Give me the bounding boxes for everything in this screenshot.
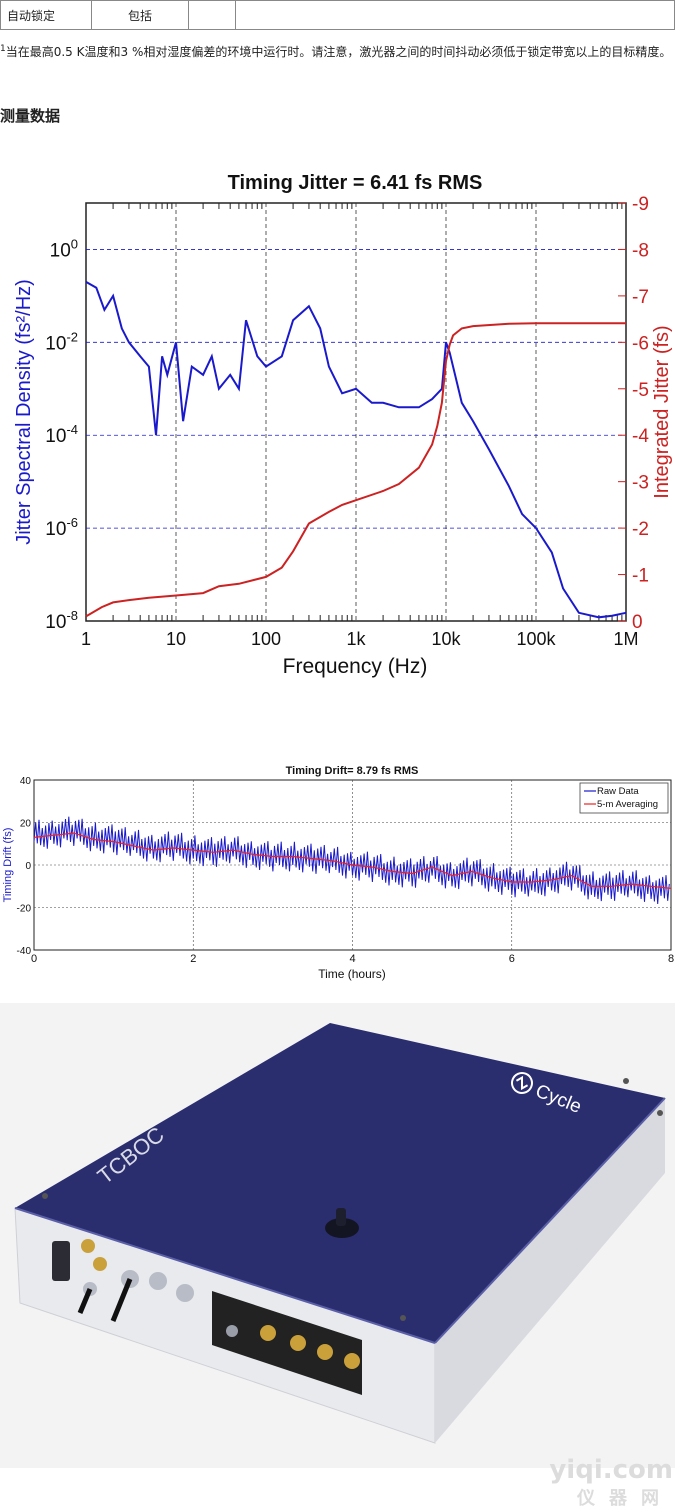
watermark-line: 仪器网 [577,1488,673,1509]
knob [325,1218,359,1238]
product-photo: TCBOC Cycle [0,1003,675,1468]
y-tick-label: -20 [17,904,32,915]
section-heading: 测量数据 [0,107,61,125]
y-right-tick-label: -3 [632,473,649,494]
x-tick-label: 100 [251,629,281,649]
timing-jitter-chart: Timing Jitter = 6.41 fs RMS 1 10 100 1k 10k 1… [13,172,673,678]
table-cell: 包括 [91,0,189,30]
y-left-tick-label: 10-8 [45,608,78,633]
y-axis-label-left: Jitter Spectral Density (fs²/Hz) [13,279,35,545]
legend-entry: 5-m Averaging [597,799,658,810]
tick-marks [112,202,626,622]
averaging-line [33,832,672,889]
spec-table: 自动锁定 包括 [0,0,675,30]
x-tick-label: 1M [613,629,638,649]
x-tick-label: 6 [509,953,515,965]
x-tick-label: 2 [190,953,196,965]
x-axis-label: Time (hours) [318,967,386,981]
y-right-tick-label: 0 [632,612,643,633]
y-right-tick-label: -7 [632,287,649,308]
y-right-tick-label: -8 [632,240,649,261]
x-tick-label: 1 [81,629,91,649]
footnote-marker: 1 [0,44,6,54]
y-axis-label: Timing Drift (fs) [2,828,14,903]
y-right-tick-label: -5 [632,380,649,401]
timing-drift-chart: Timing Drift= 8.79 fs RMS 0 2 4 6 8 -40 -20 0 20… [2,765,675,981]
y-axis-label-right: Integrated Jitter (fs) [651,325,673,498]
watermark-line: yiqi.com [549,1455,673,1485]
device-side-panel [435,1098,665,1443]
device-top-panel [15,1023,665,1343]
y-right-tick-label: -2 [632,519,649,540]
db9-connector [52,1241,70,1281]
y-right-tick-label: -4 [632,426,649,447]
x-tick-label: 100k [516,629,556,649]
table-row: 自动锁定 包括 [0,0,675,30]
y-right-tick-label: -9 [632,194,649,215]
y-left-tick-label: 10-2 [45,329,78,354]
series [33,816,672,905]
y-left-tick-label: 10-6 [45,515,78,540]
raw-data-line [33,816,670,905]
connector-panel [212,1291,362,1395]
watermark: yiqi.com 仪器网 [549,1456,673,1510]
chart-title: Timing Drift= 8.79 fs RMS [286,765,419,777]
table-cell: 自动锁定 [0,0,92,30]
y-right-tick-label: -6 [632,333,649,354]
legend-entry: Raw Data [597,786,639,797]
y-tick-label: 20 [20,819,32,830]
footnote: 1当在最高0.5 K温度和3 %相对湿度偏差的环境中运行时。请注意，激光器之间的… [0,40,672,62]
x-tick-label: 4 [349,953,355,965]
x-axis-label: Frequency (Hz) [283,655,428,678]
y-right-tick-label: -1 [632,566,649,587]
sma-connectors [77,1239,194,1322]
series [85,281,627,619]
y-tick-label: -40 [17,946,32,957]
table-cell [188,0,236,30]
x-tick-label: 1k [346,629,366,649]
y-tick-label: 40 [20,776,32,787]
grid [86,203,626,621]
chart-title: Timing Jitter = 6.41 fs RMS [228,172,483,194]
y-tick-label: 0 [25,861,31,872]
y-left-tick-label: 10-4 [45,422,78,447]
integrated-series-line [85,322,626,618]
tick-labels: 0 2 4 6 8 -40 -20 0 20 40 [17,776,675,965]
x-tick-label: 10 [166,629,186,649]
x-tick-label: 0 [31,953,37,965]
x-tick-label: 8 [668,953,674,965]
tick-labels: 1 10 100 1k 10k 100k 1M 10-8 10-6 10-4 10-2 100 0 -1 -… [45,194,649,649]
legend: Raw Data 5-m Averaging [579,782,669,814]
table-cell [235,0,675,30]
x-tick-label: 10k [431,629,461,649]
density-series-line [85,281,627,619]
y-left-tick-label: 100 [50,236,78,261]
footnote-text: 当在最高0.5 K温度和3 %相对湿度偏差的环境中运行时。请注意，激光器之间的时… [5,45,672,59]
plot-frame [85,202,627,622]
